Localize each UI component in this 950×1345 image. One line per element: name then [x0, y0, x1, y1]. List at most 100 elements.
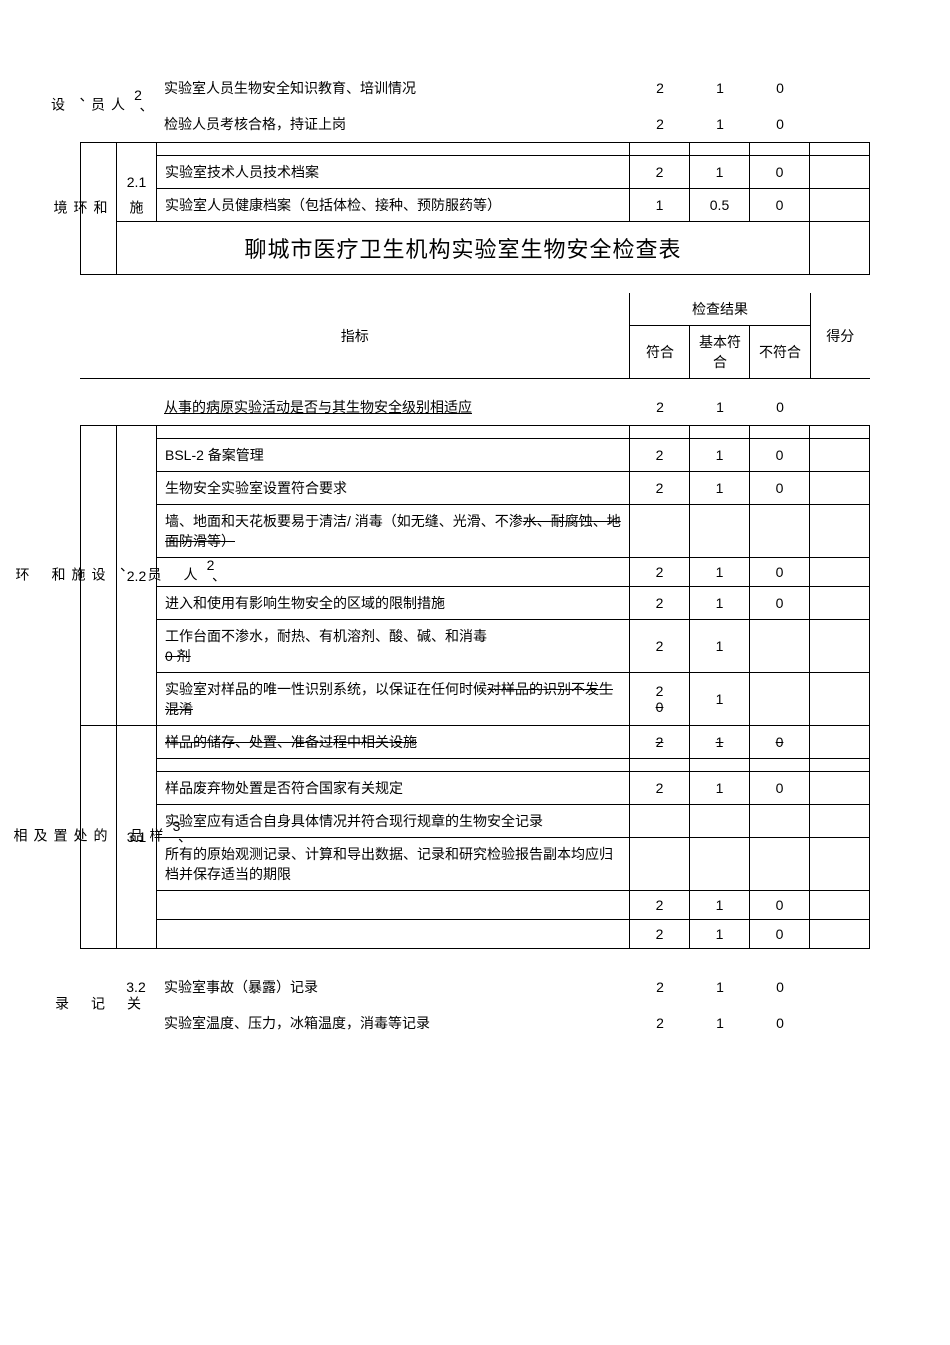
table-row: 实验室对样品的唯一性识别系统，以保证在任何时候对样品的识别不发生混淆 20 1 [81, 673, 870, 726]
cell-not: 0 [750, 920, 810, 949]
cell-conform: 2 [630, 558, 690, 587]
cell-not: 0 [750, 587, 810, 620]
bottom-loose-table: 关记录 3.2 实验室事故（暴露）记录 2 1 0 实验室温度、压力，冰箱温度，… [80, 969, 870, 1041]
cell-not: 0 [750, 472, 810, 505]
row-text: 生物安全实验室设置符合要求 [157, 472, 630, 505]
loose-row: 从事的病原实验活动是否与其生物安全级别相适应 2 1 0 [80, 389, 870, 425]
cell-basic: 1 [690, 891, 750, 920]
cell-basic: 1 [690, 969, 750, 1005]
table-row: 生物安全实验室设置符合要求 2 1 0 [81, 472, 870, 505]
cell-not: 0 [750, 969, 810, 1005]
row-text: 检验人员考核合格，持证上岗 [156, 106, 630, 142]
cell-not: 0 [750, 156, 810, 189]
cell-basic: 1 [690, 726, 750, 759]
header-row-top: 指标 检查结果 得分 [80, 293, 870, 326]
cell-not: 0 [750, 558, 810, 587]
section2-label-top: 2、人员、设 [80, 70, 116, 142]
table-row: 施和环境 2.1 [81, 143, 870, 156]
cell-basic: 1 [690, 673, 750, 726]
loose-row: 实验室温度、压力，冰箱温度，消毒等记录 2 1 0 [80, 1005, 870, 1041]
table-row: 墙、地面和天花板要易于清洁/ 消毒（如无缝、光滑、不渗水、耐腐蚀、地面防滑等） [81, 505, 870, 558]
table-row: 工作台面不渗水，耐热、有机溶剂、酸、碱、和消毒0 剂 2 1 [81, 620, 870, 673]
section2-label-full: 2、人员、设施和环境 [81, 426, 117, 726]
title-row: 聊城市医疗卫生机构实验室生物安全检查表 [81, 222, 870, 275]
table-row: 2 1 0 [81, 920, 870, 949]
table-row: 2、人员、设施和环境 2.2 [81, 426, 870, 439]
cell-conform: 2 [630, 772, 690, 805]
loose-row-2: 检验人员考核合格，持证上岗 2 1 0 [80, 106, 870, 142]
cell-basic: 1 [690, 587, 750, 620]
hdr-not: 不符合 [750, 326, 810, 379]
cell-not: 0 [750, 106, 810, 142]
cell-conform: 20 [630, 673, 690, 726]
cell-not: 0 [750, 389, 810, 425]
cell-conform: 2 [630, 389, 690, 425]
table-row: 样品废弃物处置是否符合国家有关规定 2 1 0 [81, 772, 870, 805]
hdr-score: 得分 [810, 293, 870, 379]
row-text: 从事的病原实验活动是否与其生物安全级别相适应 [156, 389, 630, 425]
table-row: 进入和使用有影响生物安全的区域的限制措施 2 1 0 [81, 587, 870, 620]
page-title: 聊城市医疗卫生机构实验室生物安全检查表 [117, 222, 810, 275]
cell-basic: 1 [690, 920, 750, 949]
cell-conform: 2 [630, 156, 690, 189]
hdr-check-result: 检查结果 [630, 293, 810, 326]
cell-basic: 1 [690, 772, 750, 805]
cell-basic: 1 [690, 558, 750, 587]
header-table: 指标 检查结果 得分 符合 基本符合 不符合 [80, 293, 870, 379]
cell-conform: 1 [630, 189, 690, 222]
cell-conform: 2 [630, 891, 690, 920]
cell-basic: 1 [690, 106, 750, 142]
table-row: 3、样品的处置及相 3.1 样品的储存、处置、准备过程中相关设施 2 1 0 [81, 726, 870, 759]
hdr-indicator: 指标 [341, 328, 369, 344]
cell-conform: 2 [630, 106, 690, 142]
cell-basic: 1 [690, 620, 750, 673]
table-row: BSL-2 备案管理 2 1 0 [81, 439, 870, 472]
table-row [81, 759, 870, 772]
row-text: 工作台面不渗水，耐热、有机溶剂、酸、碱、和消毒0 剂 [157, 620, 630, 673]
row-text: 实验室人员健康档案（包括体检、接种、预防服药等） [157, 189, 630, 222]
cell-conform: 2 [630, 969, 690, 1005]
cell-basic: 1 [690, 439, 750, 472]
cell-not: 0 [750, 772, 810, 805]
table-row: 2 1 0 [81, 891, 870, 920]
table-row: 实验室技术人员技术档案 2 1 0 [81, 156, 870, 189]
loose-row-1: 2、人员、设 实验室人员生物安全知识教育、培训情况 2 1 0 [80, 70, 870, 106]
cell-conform: 2 [630, 920, 690, 949]
loose-row: 关记录 3.2 实验室事故（暴露）记录 2 1 0 [80, 969, 870, 1005]
cell-basic: 1 [690, 70, 750, 106]
cell-basic: 1 [690, 389, 750, 425]
row-text: 样品废弃物处置是否符合国家有关规定 [157, 772, 630, 805]
cell-not: 0 [750, 70, 810, 106]
cell-basic: 1 [690, 1005, 750, 1041]
cell-not: 0 [750, 726, 810, 759]
table-row: 实验室人员健康档案（包括体检、接种、预防服药等） 1 0.5 0 [81, 189, 870, 222]
cell-conform: 2 [630, 587, 690, 620]
row-text: BSL-2 备案管理 [157, 439, 630, 472]
cell-conform: 2 [630, 620, 690, 673]
row-text: 样品的储存、处置、准备过程中相关设施 [157, 726, 630, 759]
cell-conform: 2 [630, 70, 690, 106]
cell-conform: 2 [630, 726, 690, 759]
cell-conform: 2 [630, 439, 690, 472]
cell-basic: 0.5 [690, 189, 750, 222]
row-text: 实验室人员生物安全知识教育、培训情况 [156, 70, 630, 106]
cell-basic: 1 [690, 156, 750, 189]
section3-label: 3、样品的处置及相 [81, 726, 117, 949]
row-text: 实验室应有适合自身具体情况并符合现行规章的生物安全记录 [157, 805, 630, 838]
table-row: 实验室应有适合自身具体情况并符合现行规章的生物安全记录 [81, 805, 870, 838]
pre22-table: 从事的病原实验活动是否与其生物安全级别相适应 2 1 0 [80, 389, 870, 425]
cell-conform: 2 [630, 1005, 690, 1041]
cell-not: 0 [750, 891, 810, 920]
row-text: 实验室温度、压力，冰箱温度，消毒等记录 [156, 1005, 630, 1041]
table-row: 所有的原始观测记录、计算和导出数据、记录和研究检验报告副本均应归档并保存适当的期… [81, 838, 870, 891]
cell-conform: 2 [630, 472, 690, 505]
row-text: 进入和使用有影响生物安全的区域的限制措施 [157, 587, 630, 620]
top-loose-table: 2、人员、设 实验室人员生物安全知识教育、培训情况 2 1 0 检验人员考核合格… [80, 70, 870, 142]
row-text: 实验室技术人员技术档案 [157, 156, 630, 189]
cell-basic: 1 [690, 472, 750, 505]
hdr-conform: 符合 [630, 326, 690, 379]
main-table-2: 2、人员、设施和环境 2.2 BSL-2 备案管理 2 1 0 生物安全实验室设… [80, 425, 870, 949]
row-text: 墙、地面和天花板要易于清洁/ 消毒（如无缝、光滑、不渗水、耐腐蚀、地面防滑等） [157, 505, 630, 558]
cell-not: 0 [750, 1005, 810, 1041]
cell-not: 0 [750, 439, 810, 472]
